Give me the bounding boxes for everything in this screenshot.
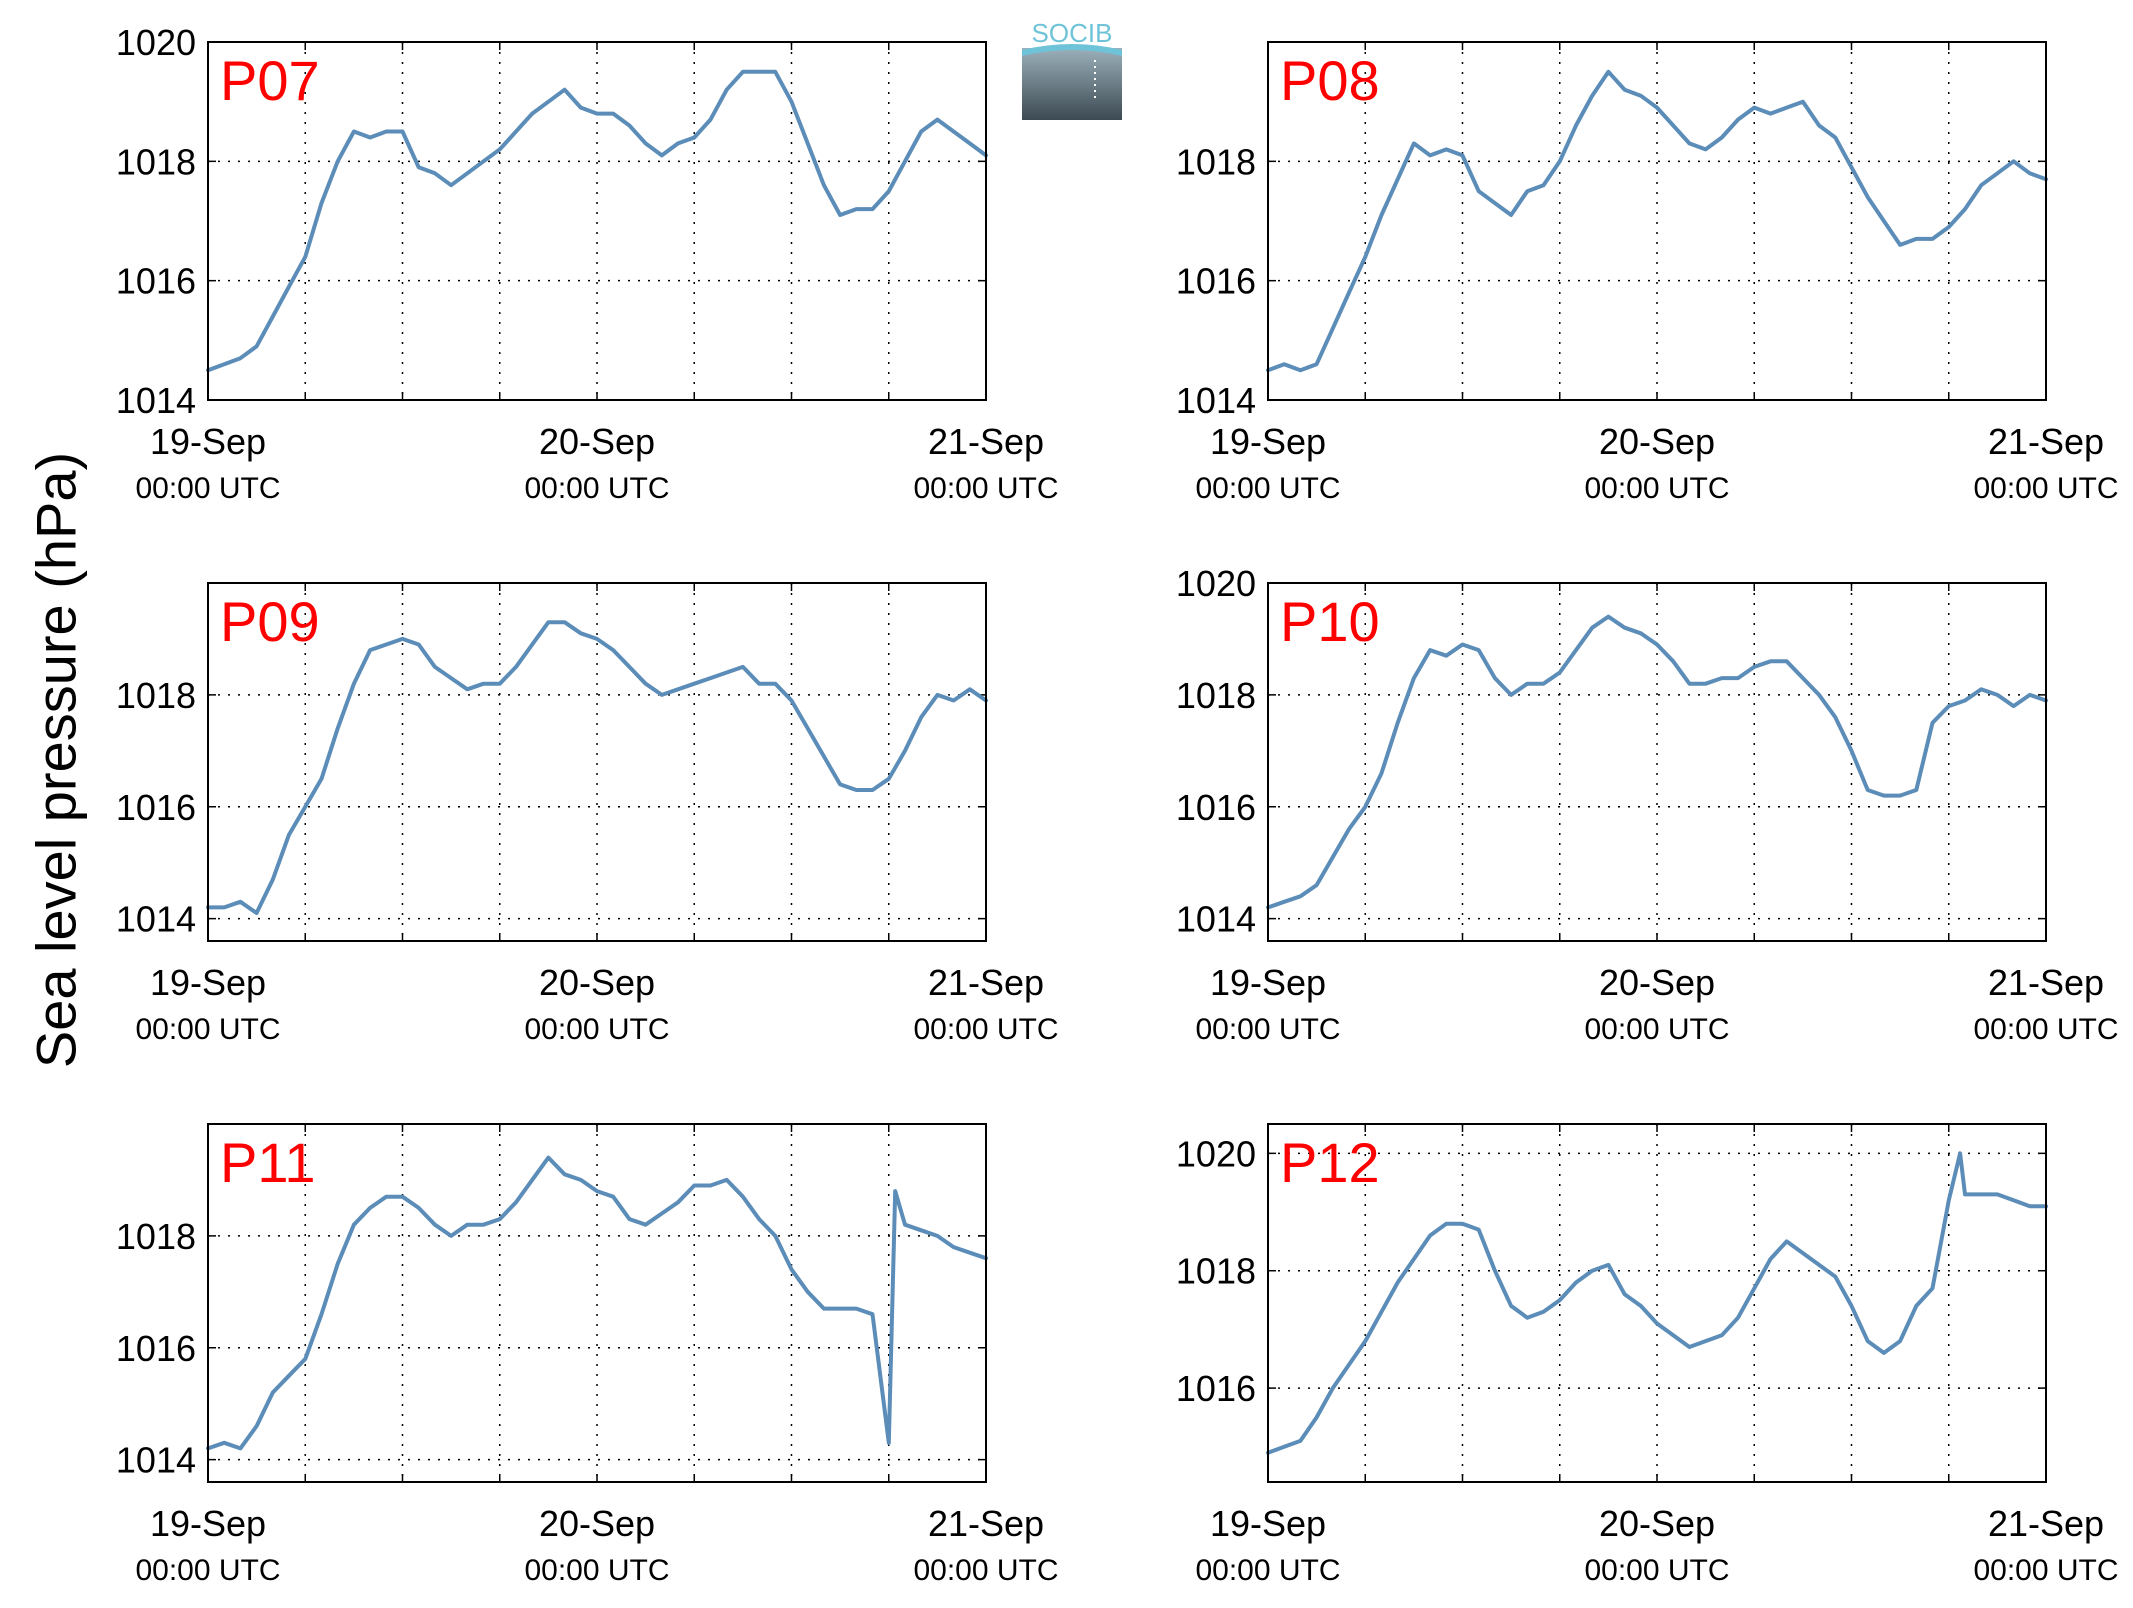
axes-frame (207, 41, 987, 401)
y-tick-label: 1014 (1176, 899, 1256, 940)
panel-label: P12 (1280, 1131, 1380, 1194)
x-tick-label-time: 00:00 UTC (913, 1013, 1058, 1046)
x-tick-label-date: 20-Sep (1599, 421, 1715, 462)
x-tick-label-time: 00:00 UTC (1584, 1013, 1729, 1046)
panel-label: P08 (1280, 49, 1380, 112)
panel-p12: 1016 1018 1020 P12 19-Sep 00:00 UTC 20-Sep 00:0… (1176, 1123, 2119, 1587)
x-tick-label-time: 00:00 UTC (1195, 472, 1340, 505)
y-tick-label: 1020 (1176, 1133, 1256, 1174)
y-tick-label: 1014 (116, 380, 196, 421)
series-line (206, 1155, 988, 1451)
panel-label: P07 (220, 49, 320, 112)
y-tick-label: 1018 (1176, 675, 1256, 716)
x-tick-label-time: 00:00 UTC (524, 1013, 669, 1046)
x-tick-label-time: 00:00 UTC (135, 1013, 280, 1046)
x-tick-label-time: 00:00 UTC (135, 1554, 280, 1587)
y-tick-label: 1018 (1176, 1251, 1256, 1292)
x-tick-label-time: 00:00 UTC (913, 472, 1058, 505)
x-tick-label-date: 19-Sep (1210, 1503, 1326, 1544)
axes-frame (1267, 582, 2047, 942)
x-tick-label-date: 19-Sep (150, 962, 266, 1003)
x-tick-label-time: 00:00 UTC (135, 472, 280, 505)
x-tick-label-date: 21-Sep (1988, 1503, 2104, 1544)
x-tick-label-date: 21-Sep (1988, 962, 2104, 1003)
axes-frame (1267, 1123, 2047, 1483)
x-tick-label-time: 00:00 UTC (1195, 1013, 1340, 1046)
x-tick-label-date: 19-Sep (1210, 962, 1326, 1003)
y-tick-label: 1016 (116, 1328, 196, 1369)
panel-label: P09 (220, 590, 320, 653)
x-tick-label-date: 20-Sep (539, 421, 655, 462)
panel-p09: 1014 1016 1018 P09 19-Sep 00:00 UTC 20-Sep 00:0… (116, 582, 1059, 1046)
x-tick-label-time: 00:00 UTC (1584, 1554, 1729, 1587)
panel-p11: 1014 1016 1018 P11 19-Sep 00:00 UTC 20-Sep 00:0… (116, 1123, 1059, 1587)
axes-frame (1267, 41, 2047, 401)
x-tick-label-date: 20-Sep (539, 962, 655, 1003)
x-tick-label-date: 21-Sep (928, 421, 1044, 462)
x-tick-label-time: 00:00 UTC (524, 472, 669, 505)
panel-p07: 1014 1016 1018 1020 P07 19-Sep 00:00 UTC 20-Sep… (116, 22, 1059, 505)
series-line (1266, 614, 2048, 910)
panel-p08: 1014 1016 1018 P08 19-Sep 00:00 UTC 20-Sep 00:0… (1176, 41, 2119, 505)
x-tick-label-date: 19-Sep (1210, 421, 1326, 462)
y-tick-label: 1014 (116, 1440, 196, 1481)
y-tick-label: 1016 (116, 787, 196, 828)
axes-frame (207, 1123, 987, 1483)
x-tick-label-date: 20-Sep (1599, 962, 1715, 1003)
x-tick-label-date: 21-Sep (1988, 421, 2104, 462)
x-tick-label-time: 00:00 UTC (524, 1554, 669, 1587)
logo-text: SOCIB (1032, 20, 1113, 48)
x-tick-label-time: 00:00 UTC (913, 1554, 1058, 1587)
x-tick-label-date: 20-Sep (1599, 1503, 1715, 1544)
x-tick-label-time: 00:00 UTC (1973, 472, 2118, 505)
y-tick-label: 1016 (1176, 1368, 1256, 1409)
y-tick-label: 1020 (1176, 563, 1256, 604)
y-tick-label: 1020 (116, 22, 196, 63)
series-line (206, 69, 988, 373)
x-tick-label-date: 20-Sep (539, 1503, 655, 1544)
x-tick-label-date: 19-Sep (150, 1503, 266, 1544)
x-tick-label-time: 00:00 UTC (1973, 1013, 2118, 1046)
panel-p10: 1014 1016 1018 1020 P10 19-Sep 00:00 UTC 20-Sep… (1176, 563, 2119, 1046)
x-tick-label-time: 00:00 UTC (1195, 1554, 1340, 1587)
x-tick-label-date: 21-Sep (928, 1503, 1044, 1544)
y-tick-label: 1014 (116, 899, 196, 940)
y-tick-label: 1014 (1176, 380, 1256, 421)
axes-frame (207, 582, 987, 942)
series-line (1266, 69, 2048, 373)
y-tick-label: 1018 (116, 141, 196, 182)
series-line (1266, 1151, 2048, 1455)
x-tick-label-time: 00:00 UTC (1973, 1554, 2118, 1587)
y-tick-label: 1018 (1176, 141, 1256, 182)
y-tick-label: 1018 (116, 1216, 196, 1257)
panel-label: P11 (220, 1131, 315, 1194)
y-tick-label: 1016 (1176, 261, 1256, 302)
x-tick-label-date: 19-Sep (150, 421, 266, 462)
panel-label: P10 (1280, 590, 1380, 653)
socib-logo: SOCIB (1022, 20, 1122, 120)
y-tick-label: 1018 (116, 675, 196, 716)
y-tick-label: 1016 (116, 261, 196, 302)
series-line (206, 620, 988, 915)
x-tick-label-date: 21-Sep (928, 962, 1044, 1003)
x-tick-label-time: 00:00 UTC (1584, 472, 1729, 505)
y-tick-label: 1016 (1176, 787, 1256, 828)
